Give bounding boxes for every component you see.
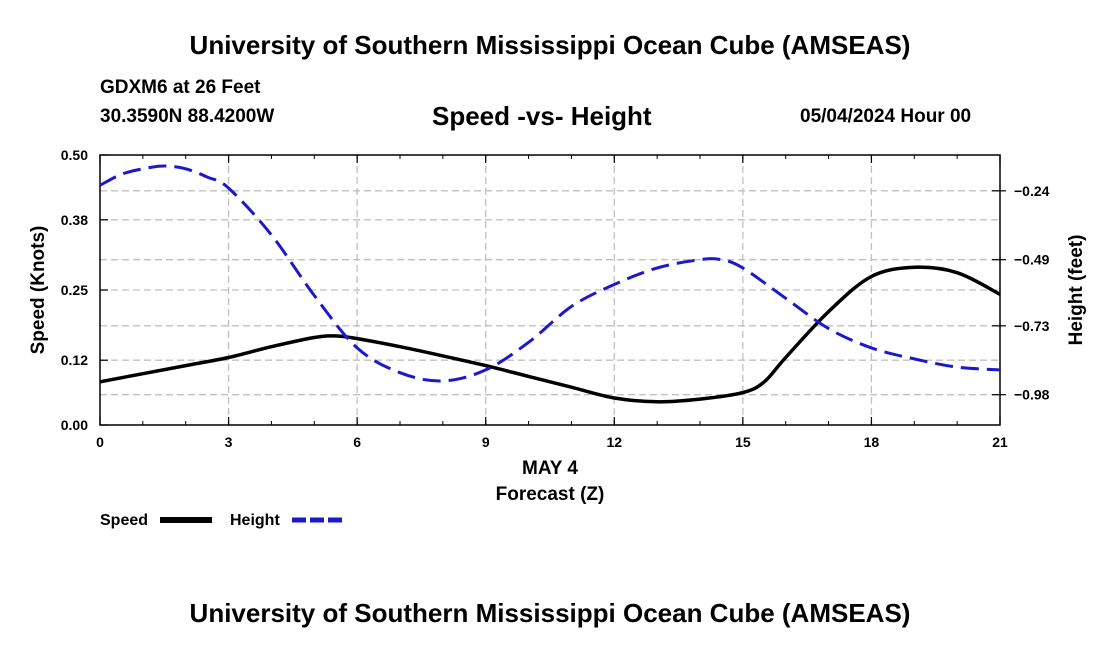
y-right-tick-label: −0.98	[1014, 387, 1050, 403]
x-tick-label: 0	[96, 434, 104, 450]
series-line-speed	[99, 265, 1001, 404]
y-left-tick-label: 0.00	[61, 417, 88, 433]
x-tick-label: 21	[992, 434, 1008, 450]
y-left-axis-label: Speed (Knots)	[28, 226, 49, 355]
forecast-datetime: 05/04/2024 Hour 00	[800, 106, 972, 127]
coordinates-label: 30.3590N 88.4200W	[100, 106, 275, 127]
axis-ticks	[99, 154, 1006, 426]
station-label: GDXM6 at 26 Feet	[100, 77, 261, 98]
x-tick-label: 18	[864, 434, 880, 450]
series-layer	[99, 164, 1001, 404]
page-title: University of Southern Mississippi Ocean…	[189, 30, 911, 60]
chart-title: Speed -vs- Height	[432, 101, 652, 131]
tick-labels: 0 3 6 9 12 15 18 21 0.00 0.12 0.25 0.38 0.50 −0.24 −0.…	[61, 147, 1050, 450]
y-right-axis-label: Height (feet)	[1066, 235, 1087, 346]
x-axis-label: Forecast (Z)	[496, 484, 605, 505]
series-line-height	[99, 164, 1001, 383]
legend: Speed Height	[100, 512, 342, 529]
y-right-tick-label: −0.73	[1014, 318, 1050, 334]
y-left-tick-label: 0.50	[61, 147, 88, 163]
x-tick-label: 12	[606, 434, 622, 450]
legend-label-speed: Speed	[100, 512, 148, 529]
x-tick-label: 15	[735, 434, 751, 450]
x-tick-label: 3	[225, 434, 233, 450]
footer-title: University of Southern Mississippi Ocean…	[189, 598, 911, 628]
y-right-tick-label: −0.24	[1014, 183, 1050, 199]
x-tick-label: 6	[353, 434, 361, 450]
y-left-tick-label: 0.12	[61, 352, 88, 368]
y-right-tick-label: −0.49	[1014, 252, 1050, 268]
x-tick-label: 9	[482, 434, 490, 450]
legend-label-height: Height	[230, 512, 280, 529]
y-left-tick-label: 0.25	[61, 282, 88, 298]
y-left-tick-label: 0.38	[61, 212, 88, 228]
x-axis-date-label: MAY 4	[522, 458, 578, 479]
